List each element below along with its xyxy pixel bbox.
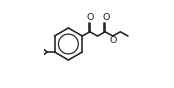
- Text: O: O: [102, 13, 109, 22]
- Text: O: O: [109, 36, 116, 45]
- Text: O: O: [87, 13, 94, 22]
